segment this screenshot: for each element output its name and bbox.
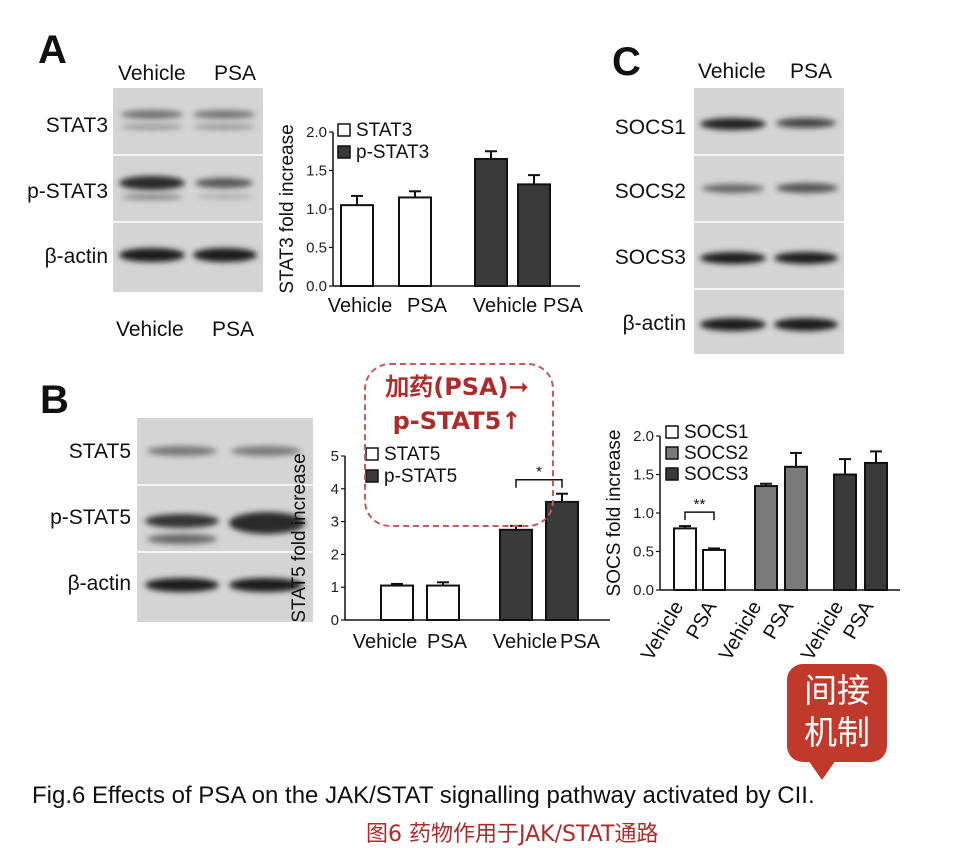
blot-a-footer-vehicle: Vehicle (116, 318, 184, 341)
y-tick-label: 0.0 (633, 582, 654, 599)
x-tick-label: Vehicle (353, 631, 418, 653)
blot-c-label-socs2: SOCS2 (614, 180, 686, 203)
legend-label: SOCS1 (684, 422, 748, 443)
y-tick-label: 3 (331, 514, 339, 531)
x-tick-label: Vehicle (715, 598, 766, 665)
annotation-line1: 加药(PSA)➞ (385, 373, 529, 401)
significance-bracket (684, 511, 715, 521)
y-tick-label: 1.0 (306, 201, 327, 218)
x-tick-label: Vehicle (797, 598, 848, 665)
blot-a-label-actin: β-actin (44, 245, 108, 268)
panel-c-letter: C (612, 40, 641, 84)
x-tick-label: PSA (560, 631, 601, 653)
blot-a-label-stat3: STAT3 (45, 114, 108, 137)
blot-b-label-stat5: STAT5 (68, 440, 131, 463)
bar-socs2 (784, 465, 808, 591)
x-tick-label: PSA (427, 631, 468, 653)
western-blot-a (113, 88, 263, 292)
bar-stat3 (398, 196, 432, 287)
y-axis-label: SOCS fold increase (604, 430, 625, 597)
legend-label: SOCS2 (684, 443, 748, 464)
x-tick-label: PSA (759, 597, 798, 643)
annotation-line2: p-STAT5↑ (392, 407, 522, 435)
blot-b-label-actin: β-actin (67, 572, 131, 595)
y-tick-label: 1.0 (633, 505, 654, 522)
legend-swatch (337, 123, 351, 137)
x-tick-label: Vehicle (328, 295, 393, 317)
y-tick-label: 5 (331, 448, 339, 465)
bar-stat5 (426, 584, 460, 621)
bar-socs2 (754, 485, 778, 591)
significance-label: ** (694, 496, 706, 513)
western-blot-b (137, 418, 313, 622)
y-tick-label: 1 (331, 579, 339, 596)
figure-caption: Fig.6 Effects of PSA on the JAK/STAT sig… (32, 782, 815, 809)
blot-a-header-psa: PSA (214, 62, 257, 85)
y-tick-label: 0.5 (633, 544, 654, 561)
legend-label: p-STAT3 (356, 142, 429, 163)
blot-a-header-vehicle: Vehicle (118, 62, 186, 85)
legend-label: STAT3 (356, 120, 412, 141)
panel-a-letter: A (38, 28, 67, 72)
blot-a-label-pstat3: p-STAT3 (27, 180, 108, 203)
bar-p-stat3 (517, 183, 551, 287)
western-blot-c (694, 88, 844, 354)
bubble-line2: 机制 (804, 713, 870, 752)
bubble-line1: 间接 (804, 671, 870, 710)
x-tick-label: PSA (407, 295, 448, 317)
y-tick-label: 2.0 (633, 428, 654, 445)
y-tick-label: 0.0 (306, 278, 327, 295)
bar-socs1 (702, 548, 726, 592)
y-tick-label: 0.5 (306, 240, 327, 257)
bar-stat5 (380, 584, 414, 621)
blot-c-header-psa: PSA (790, 60, 833, 83)
bar-p-stat5 (545, 500, 579, 622)
legend-label: SOCS3 (684, 464, 748, 485)
y-tick-label: 4 (331, 481, 339, 498)
blot-c-header-vehicle: Vehicle (698, 60, 766, 83)
x-tick-label: Vehicle (473, 295, 538, 317)
legend-swatch (665, 467, 679, 481)
bar-stat3 (340, 204, 374, 287)
mechanism-bubble: 间接 机制 (787, 664, 887, 762)
bar-socs3 (864, 461, 888, 592)
blot-c-label-actin: β-actin (622, 312, 686, 335)
bar-p-stat5 (499, 528, 533, 621)
blot-a-footer-psa: PSA (212, 318, 255, 341)
bubble-tail (808, 760, 836, 780)
y-tick-label: 1.5 (633, 467, 654, 484)
bar-socs1 (673, 527, 697, 592)
panel-b-letter: B (40, 378, 69, 422)
y-tick-label: 2 (331, 546, 339, 563)
x-tick-label: Vehicle (493, 631, 558, 653)
annotation-box (364, 363, 554, 527)
x-tick-label: PSA (543, 295, 584, 317)
y-tick-label: 2.0 (306, 124, 327, 141)
y-tick-label: 0 (331, 612, 339, 629)
legend-swatch (337, 145, 351, 159)
x-tick-label: Vehicle (637, 598, 688, 665)
bar-p-stat3 (474, 157, 508, 287)
blot-c-label-socs3: SOCS3 (614, 246, 686, 269)
blot-b-label-pstat5: p-STAT5 (50, 506, 131, 529)
x-tick-label: PSA (839, 597, 878, 643)
blot-c-label-socs1: SOCS1 (614, 116, 686, 139)
figure-caption-chinese: 图6 药物作用于JAK/STAT通路 (366, 822, 659, 847)
y-axis-label: STAT3 fold increase (277, 124, 298, 293)
x-tick-label: PSA (682, 597, 721, 643)
legend-swatch (665, 446, 679, 460)
legend-swatch (665, 425, 679, 439)
bar-socs3 (833, 473, 857, 591)
y-tick-label: 1.5 (306, 163, 327, 180)
